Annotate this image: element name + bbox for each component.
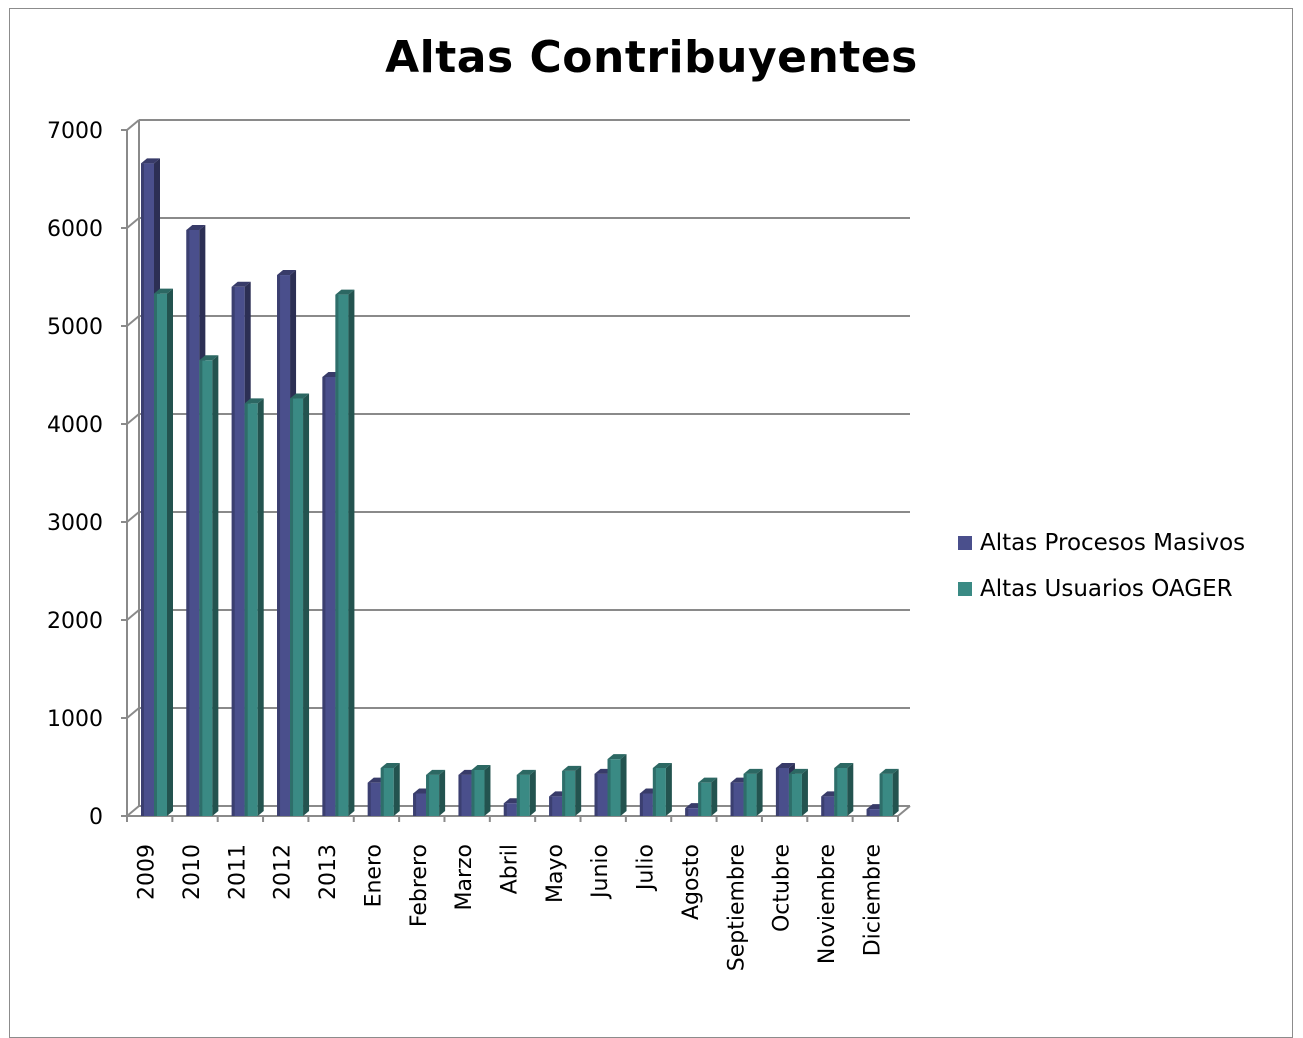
x-tick-label: Mayo <box>543 844 568 903</box>
x-tick-label: Enero <box>361 844 386 907</box>
bar-usuarios-oager <box>426 769 446 816</box>
x-tick-label: Octubre <box>770 844 795 932</box>
y-tick-label: 2000 <box>47 609 103 634</box>
legend-label-series-0: Altas Procesos Masivos <box>980 530 1246 556</box>
bars <box>141 158 899 816</box>
x-axis-depth <box>897 805 911 817</box>
bar-usuarios-oager <box>380 762 400 816</box>
x-tick-label: 2009 <box>135 844 160 900</box>
gridline-depth <box>126 805 140 817</box>
gridline-depth <box>126 707 140 719</box>
gridline-depth <box>126 511 140 523</box>
x-tick-label: 2012 <box>271 844 296 900</box>
y-tick-label: 5000 <box>47 315 103 340</box>
legend-item-series-0: Altas Procesos Masivos <box>958 520 1245 566</box>
legend-swatch-series-1 <box>958 582 972 596</box>
chart-title: Altas Contribuyentes <box>385 32 918 83</box>
bar-usuarios-oager <box>562 765 582 816</box>
bar-usuarios-oager <box>244 398 264 816</box>
legend: Altas Procesos Masivos Altas Usuarios OA… <box>958 520 1245 612</box>
bar-usuarios-oager <box>290 393 310 816</box>
legend-item-series-1: Altas Usuarios OAGER <box>958 566 1245 612</box>
bar-usuarios-oager <box>199 355 219 816</box>
x-tick-label: Agosto <box>679 844 704 920</box>
x-tick-label: Marzo <box>452 844 477 911</box>
y-tick-label: 7000 <box>47 119 103 144</box>
y-tick-label: 0 <box>89 805 103 830</box>
gridline-depth <box>126 119 140 131</box>
bar-usuarios-oager <box>471 764 491 816</box>
bar-usuarios-oager <box>652 762 672 816</box>
bar-usuarios-oager <box>607 754 627 816</box>
y-tick-label: 1000 <box>47 707 103 732</box>
legend-swatch-series-0 <box>958 536 972 550</box>
x-tick-label: 2011 <box>225 844 250 900</box>
legend-label-series-1: Altas Usuarios OAGER <box>980 576 1233 602</box>
x-tick-label: Abril <box>498 844 523 894</box>
bar-usuarios-oager <box>834 762 854 816</box>
gridline-depth <box>126 217 140 229</box>
bar-usuarios-oager <box>788 768 808 816</box>
x-tick-label: Junio <box>588 844 613 900</box>
gridline-depth <box>126 315 140 327</box>
gridline-depth <box>126 609 140 621</box>
x-tick-label: Julio <box>634 844 659 892</box>
x-tick-label: Noviembre <box>815 844 840 964</box>
bar-usuarios-oager <box>743 768 763 816</box>
x-tick-labels: 2009 2010 2011 2012 2013 Enero Febrero Marzo Abr… <box>135 844 886 971</box>
bar-usuarios-oager <box>879 768 899 816</box>
y-tick-label: 3000 <box>47 511 103 536</box>
bar-usuarios-oager <box>154 288 173 816</box>
y-tick-label: 4000 <box>47 413 103 438</box>
bar-usuarios-oager <box>698 777 718 816</box>
y-tick-labels: 0 1000 2000 3000 4000 5000 6000 7000 <box>47 119 103 830</box>
bar-usuarios-oager <box>516 769 536 816</box>
x-tick-label: Diciembre <box>860 844 885 956</box>
x-tick-label: 2013 <box>316 844 341 900</box>
bar-usuarios-oager <box>335 289 355 816</box>
gridline-depth <box>126 413 140 425</box>
x-tick-label: Septiembre <box>724 844 749 971</box>
x-tick-label: Febrero <box>407 844 432 927</box>
y-tick-label: 6000 <box>47 217 103 242</box>
x-tick-label: 2010 <box>180 844 205 900</box>
